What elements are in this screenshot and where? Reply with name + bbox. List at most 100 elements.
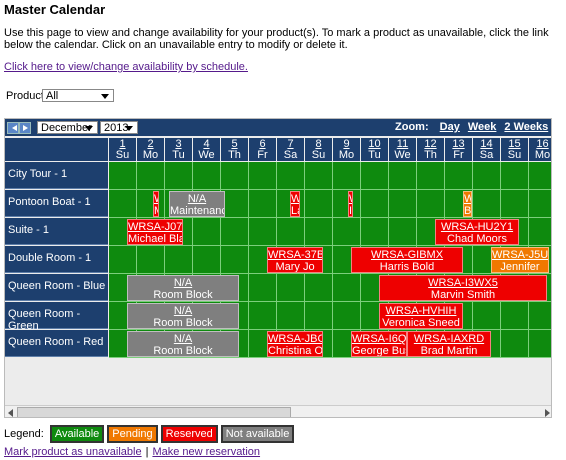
month-select[interactable]: December	[37, 121, 98, 134]
weekday: Tu	[368, 149, 381, 161]
available-cell	[389, 190, 417, 218]
booking[interactable]: WRSA-IAXRD Brad Martin	[407, 331, 491, 357]
available-cell	[193, 218, 221, 246]
available-cell	[305, 162, 333, 190]
zoom-link[interactable]: Day	[439, 121, 460, 133]
year-select[interactable]: 2013	[100, 121, 138, 134]
day-header: 11 We	[389, 138, 416, 161]
available-cell	[305, 218, 333, 246]
available-cell	[277, 274, 305, 302]
available-cell	[333, 218, 361, 246]
booking-guest: Harris Bold	[379, 261, 435, 273]
day-number[interactable]: 10	[368, 138, 381, 150]
booking[interactable]: WBr	[463, 191, 472, 217]
available-cell	[221, 246, 249, 274]
weekday: Mo	[338, 149, 355, 161]
horizontal-scrollbar[interactable]	[5, 405, 551, 417]
available-cell	[193, 162, 221, 190]
available-cell	[361, 218, 389, 246]
row-label: Queen Room - Green	[5, 302, 108, 332]
available-cell	[249, 218, 277, 246]
day-header: 12 Th	[417, 138, 444, 161]
day-number[interactable]: 6	[259, 138, 266, 150]
booking-guest: Brad Martin	[420, 345, 478, 357]
weekday: Sa	[479, 149, 494, 161]
available-cell	[277, 302, 305, 330]
available-cell	[165, 246, 193, 274]
product-label: Product:	[6, 90, 47, 102]
booking[interactable]: WRSA-I6Q21George Bush	[351, 331, 407, 357]
available-cell	[221, 218, 249, 246]
available-cell	[249, 162, 277, 190]
footer-link[interactable]: Make new reservation	[152, 446, 261, 458]
weekday: Fr	[453, 149, 464, 161]
day-header: 14 Sa	[473, 138, 500, 161]
day-number[interactable]: 15	[508, 138, 521, 150]
booking[interactable]: N/AMaintenance	[169, 191, 225, 217]
booking-guest: I	[349, 205, 353, 217]
available-cell	[501, 302, 529, 330]
row-label: Queen Room - Blue	[5, 274, 108, 301]
day-number[interactable]: 8	[315, 138, 322, 150]
day-number[interactable]: 13	[452, 138, 465, 150]
booking[interactable]: WRSA-J07ZDMichael Black	[127, 219, 183, 245]
booking[interactable]: N/A Room Block	[127, 303, 239, 329]
product-select[interactable]: All	[42, 89, 114, 102]
day-number[interactable]: 2	[147, 138, 154, 150]
available-cell	[501, 330, 529, 358]
booking[interactable]: WI	[348, 191, 353, 217]
legend-item: Available	[49, 425, 105, 443]
available-cell	[277, 218, 305, 246]
available-cell	[529, 162, 551, 190]
day-number[interactable]: 16	[536, 138, 549, 150]
booking[interactable]: WRSA-37BZ6Mary Jo	[267, 247, 323, 273]
zoom-link[interactable]: Week	[467, 121, 497, 133]
day-number[interactable]: 11	[396, 138, 409, 150]
day-number[interactable]: 14	[480, 138, 493, 150]
day-number[interactable]: 4	[203, 138, 210, 150]
zoom-link[interactable]: 2 Weeks	[504, 121, 549, 133]
schedule-link[interactable]: Click here to view/change availability b…	[4, 61, 248, 73]
booking[interactable]: WRSA-GIBMX Harris Bold	[351, 247, 463, 273]
available-cell	[333, 274, 361, 302]
booking-guest: Michael Black	[128, 233, 182, 245]
legend-item: Not available	[220, 425, 295, 443]
footer-link[interactable]: Mark product as unavailable	[4, 446, 142, 458]
booking[interactable]: WM	[153, 191, 159, 217]
calendar-grid: 1 Su 2 Mo 3 Tu 4 We 5 Th 6 Fr 7 Sa 8 Su 9 Mo 10 Tu 11 We 12 Th 1…	[5, 138, 551, 358]
prev-button[interactable]	[7, 122, 19, 134]
weekday: Fr	[257, 149, 268, 161]
day-number[interactable]: 12	[424, 138, 437, 150]
booking[interactable]: WRSA-HVHIH Veronica Sneed	[379, 303, 463, 329]
booking[interactable]: N/A Room Block	[127, 331, 239, 357]
available-cell	[529, 302, 551, 330]
booking[interactable]: WRSA-JBGIXChristina Orr	[267, 331, 323, 357]
booking-guest: La	[291, 205, 299, 217]
booking[interactable]: N/A Room Block	[127, 275, 239, 301]
booking-code: WRSA-I6Q21	[352, 333, 407, 345]
booking-code: N/A	[173, 277, 193, 289]
next-button[interactable]	[19, 122, 31, 134]
booking[interactable]: WLa	[290, 191, 300, 217]
available-cell	[445, 162, 473, 190]
booking-guest: Room Block	[153, 289, 213, 301]
legend-label: Legend:	[4, 428, 44, 440]
day-number[interactable]: 5	[231, 138, 238, 150]
booking-code: N/A	[173, 333, 193, 345]
available-cell	[221, 190, 249, 218]
booking[interactable]: WRSA-J5U95Jennifer	[491, 247, 549, 273]
available-cell	[249, 302, 277, 330]
zoom-label: Zoom:	[395, 121, 429, 133]
day-number[interactable]: 3	[175, 138, 182, 150]
available-cell	[333, 162, 361, 190]
day-number[interactable]: 7	[287, 138, 294, 150]
day-number[interactable]: 1	[119, 138, 126, 150]
day-header: 15 Su	[501, 138, 528, 161]
booking-guest: Chad Moors	[447, 233, 507, 245]
weekday: Th	[228, 149, 241, 161]
weekday: Su	[115, 149, 130, 161]
day-number[interactable]: 9	[343, 138, 350, 150]
booking[interactable]: WRSA-HU2Y1 Chad Moors	[435, 219, 519, 245]
booking[interactable]: WRSA-I3WX5 Marvin Smith	[379, 275, 547, 301]
